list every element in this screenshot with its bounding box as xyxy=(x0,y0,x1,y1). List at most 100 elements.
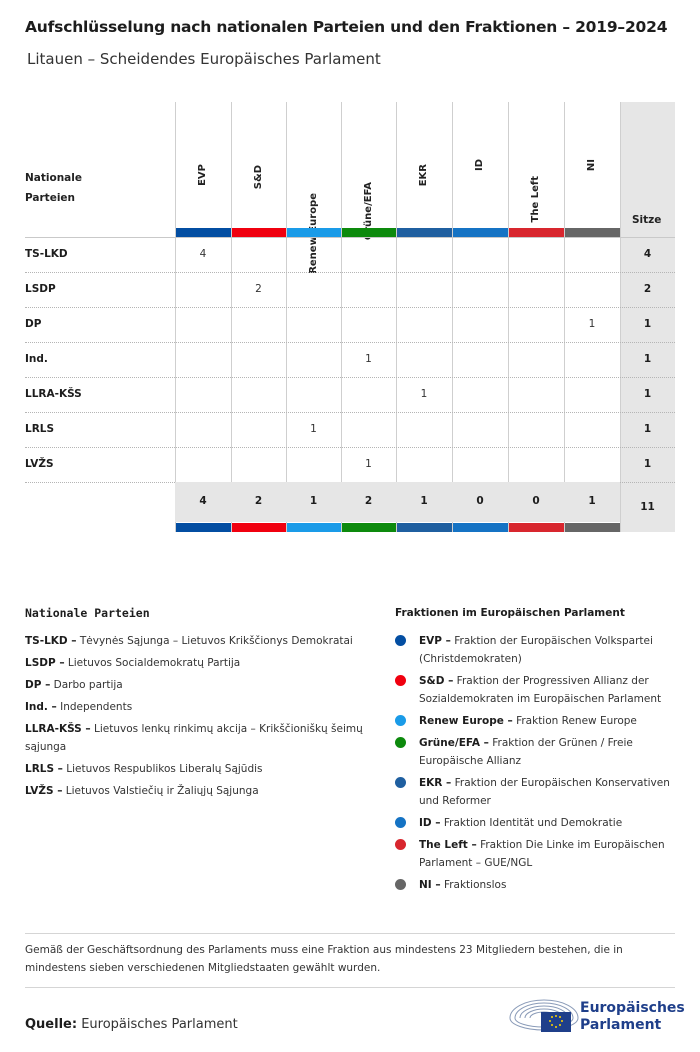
legend-text: Fraktion der Grünen / Freie Europäische … xyxy=(419,737,633,767)
legend-group-item: EVP – Fraktion der Europäischen Volkspar… xyxy=(419,632,675,668)
row-total: 1 xyxy=(643,423,652,435)
column-header-label: EKR xyxy=(418,164,429,187)
party-label: LSDP xyxy=(25,283,56,295)
row-header: Nationale Parteien xyxy=(25,172,82,204)
grand-total: 11 xyxy=(640,501,655,513)
row-divider xyxy=(25,307,675,308)
source-text: Europäisches Parlament xyxy=(81,1017,238,1032)
legend-groups-header: Fraktionen im Europäischen Parlament xyxy=(395,607,625,619)
legend-text: Lietuvos Socialdemokratų Partija xyxy=(64,657,241,669)
legend-national-item: LLRA-KŠS – Lietuvos lenkų rinkimų akcija… xyxy=(25,720,365,756)
legend-national-item: DP – Darbo partija xyxy=(25,676,365,694)
legend-text: Darbo partija xyxy=(50,679,123,691)
legend-abbr: LVŽS – xyxy=(25,785,63,797)
column-header-ni: NI xyxy=(586,159,598,171)
group-color-bar-bottom xyxy=(453,523,508,532)
legend-abbr: ID – xyxy=(419,817,441,829)
legend-national-item: LSDP – Lietuvos Socialdemokratų Partija xyxy=(25,654,365,672)
column-total: 0 xyxy=(476,495,484,507)
legend-abbr: NI – xyxy=(419,879,441,891)
source-label: Quelle: xyxy=(25,1017,78,1032)
party-label: TS-LKD xyxy=(25,248,68,260)
party-label: LRLS xyxy=(25,423,55,435)
legend-color-dot xyxy=(395,839,406,850)
seat-value: 1 xyxy=(420,388,428,400)
row-total: 1 xyxy=(643,353,652,365)
footnote: Gemäß der Geschäftsordnung des Parlament… xyxy=(25,944,623,974)
legend-group-item: Grüne/EFA – Fraktion der Grünen / Freie … xyxy=(419,734,675,770)
row-divider xyxy=(25,412,675,413)
row-divider xyxy=(25,342,675,343)
column-separator xyxy=(508,102,509,532)
row-total: 1 xyxy=(643,458,652,470)
column-separator xyxy=(341,102,342,532)
column-header-the-left: The Left xyxy=(530,176,542,223)
legend-abbr: EVP – xyxy=(419,635,451,647)
group-color-bar xyxy=(397,228,452,237)
legend-abbr: The Left – xyxy=(419,839,477,851)
seat-value: 1 xyxy=(365,458,372,470)
legend-text: Fraktion der Europäischen Volkspartei (C… xyxy=(419,635,653,665)
legend-group-item: S&D – Fraktion der Progressiven Allianz … xyxy=(419,672,675,708)
legend-abbr: Ind. – xyxy=(25,701,57,713)
column-total: 1 xyxy=(588,495,596,507)
group-color-bar-bottom xyxy=(287,523,341,532)
column-separator xyxy=(175,102,176,532)
legend-text: Independents xyxy=(56,701,133,713)
row-divider xyxy=(25,447,675,448)
row-divider xyxy=(25,272,675,273)
legend-abbr: Grüne/EFA – xyxy=(419,737,489,749)
legend-color-dot xyxy=(395,737,406,748)
divider xyxy=(25,933,675,934)
legend-national-header: Nationale Parteien xyxy=(25,606,150,620)
group-color-bar xyxy=(287,228,341,237)
seat-value: 4 xyxy=(199,248,207,260)
legend-abbr: LRLS – xyxy=(25,763,63,775)
legend-color-dot xyxy=(395,817,406,828)
party-label: DP xyxy=(25,318,42,330)
row-total: 4 xyxy=(643,248,652,260)
legend-group-item: Renew Europe – Fraktion Renew Europe xyxy=(419,712,675,730)
party-label: LVŽS xyxy=(25,458,54,470)
column-total: 2 xyxy=(254,495,263,507)
column-total: 2 xyxy=(364,495,373,507)
divider xyxy=(25,987,675,988)
column-total: 4 xyxy=(199,495,207,507)
legend-color-dot xyxy=(395,635,406,646)
total-header: Sitze xyxy=(632,214,662,226)
legend-color-dot xyxy=(395,715,406,726)
seat-value: 2 xyxy=(255,283,262,295)
column-total: 1 xyxy=(309,495,318,507)
column-header-id: ID xyxy=(474,159,486,171)
legend-abbr: TS-LKD – xyxy=(25,635,77,647)
column-separator xyxy=(564,102,565,532)
party-label: Ind. xyxy=(25,353,48,365)
column-header-label: NI xyxy=(586,159,597,172)
legend-text: Fraktion der Progressiven Allianz der So… xyxy=(419,675,662,705)
legend-abbr: EKR – xyxy=(419,777,452,789)
legend-group-item: ID – Fraktion Identität und Demokratie xyxy=(419,814,675,832)
legend-text: Fraktion Renew Europe xyxy=(512,715,637,727)
group-color-bar xyxy=(176,228,231,237)
source-line: Quelle: Europäisches Parlament xyxy=(25,1017,238,1032)
column-header-label: The Left xyxy=(530,176,541,223)
group-color-bar xyxy=(232,228,286,237)
column-header-s-d: S&D xyxy=(253,165,265,189)
legend-text: Lietuvos Valstiečių ir Žaliųjų Sąjunga xyxy=(62,785,259,797)
column-separator xyxy=(231,102,232,532)
chart-title: Aufschlüsselung nach nationalen Parteien… xyxy=(25,18,668,36)
seat-value: 1 xyxy=(310,423,317,435)
totals-row-bg xyxy=(175,482,620,522)
legend-national-item: LVŽS – Lietuvos Valstiečių ir Žaliųjų Są… xyxy=(25,782,365,800)
sitze-column-bg xyxy=(620,102,675,532)
legend-color-dot xyxy=(395,675,406,686)
group-color-bar xyxy=(565,228,620,237)
row-divider xyxy=(25,377,675,378)
seat-value: 1 xyxy=(588,318,596,330)
logo-line-1: Europäisches xyxy=(580,1000,685,1016)
row-total: 1 xyxy=(643,388,652,400)
group-color-bar-bottom xyxy=(342,523,396,532)
column-total: 0 xyxy=(532,495,540,507)
legend-text: Lietuvos lenkų rinkimų akcija – Krikščio… xyxy=(25,723,363,753)
legend-text: Fraktion Identität und Demokratie xyxy=(440,817,623,829)
